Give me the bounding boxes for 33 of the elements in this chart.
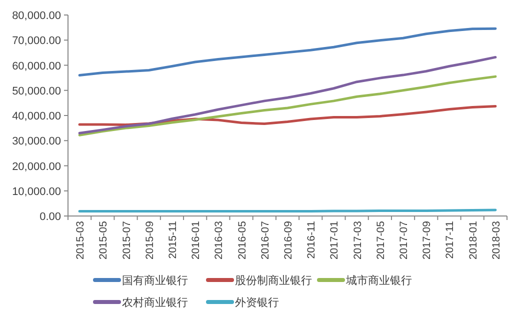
y-tick-label: 30,000.00 bbox=[12, 136, 61, 148]
x-tick-label: 2017-05 bbox=[374, 220, 387, 260]
x-tick-label: 2016-01 bbox=[190, 220, 202, 260]
x-tick-label: 2015-09 bbox=[144, 220, 156, 260]
x-tick-label: 2015-07 bbox=[120, 220, 133, 260]
x-tick-label: 2017-07 bbox=[398, 220, 410, 260]
x-tick-label: 2015-05 bbox=[98, 220, 110, 260]
x-tick-label: 2016-03 bbox=[213, 220, 226, 260]
x-tick-label: 2017-01 bbox=[328, 220, 341, 260]
y-tick-label: 0.00 bbox=[40, 211, 61, 223]
y-tick-label: 80,000.00 bbox=[12, 10, 61, 22]
x-tick-label: 2017-09 bbox=[421, 220, 434, 260]
legend-label: 农村商业银行 bbox=[122, 296, 188, 309]
y-tick-label: 50,000.00 bbox=[12, 85, 61, 98]
x-tick-label: 2017-03 bbox=[352, 220, 364, 260]
x-tick-label: 2015-11 bbox=[166, 220, 179, 259]
legend-label: 外资银行 bbox=[235, 297, 279, 309]
y-tick-label: 70,000.00 bbox=[12, 35, 61, 48]
x-tick-label: 2016-07 bbox=[259, 220, 272, 260]
x-tick-label: 2018-03 bbox=[490, 220, 502, 260]
y-tick-label: 10,000.00 bbox=[12, 186, 61, 198]
x-tick-label: 2017-11 bbox=[444, 220, 456, 259]
legend-label: 股份制商业银行 bbox=[235, 274, 312, 287]
x-tick-label: 2016-09 bbox=[282, 220, 294, 260]
y-tick-label: 40,000.00 bbox=[12, 110, 61, 122]
legend-label: 城市商业银行 bbox=[345, 274, 412, 287]
x-tick-label: 2015-03 bbox=[74, 220, 87, 260]
legend-label: 国有商业银行 bbox=[122, 274, 188, 287]
y-tick-label: 20,000.00 bbox=[12, 160, 61, 173]
x-tick-label: 2016-11 bbox=[306, 220, 318, 259]
x-tick-label: 2016-05 bbox=[236, 220, 248, 260]
y-tick-label: 60,000.00 bbox=[12, 60, 61, 72]
x-tick-label: 2018-01 bbox=[467, 220, 480, 260]
